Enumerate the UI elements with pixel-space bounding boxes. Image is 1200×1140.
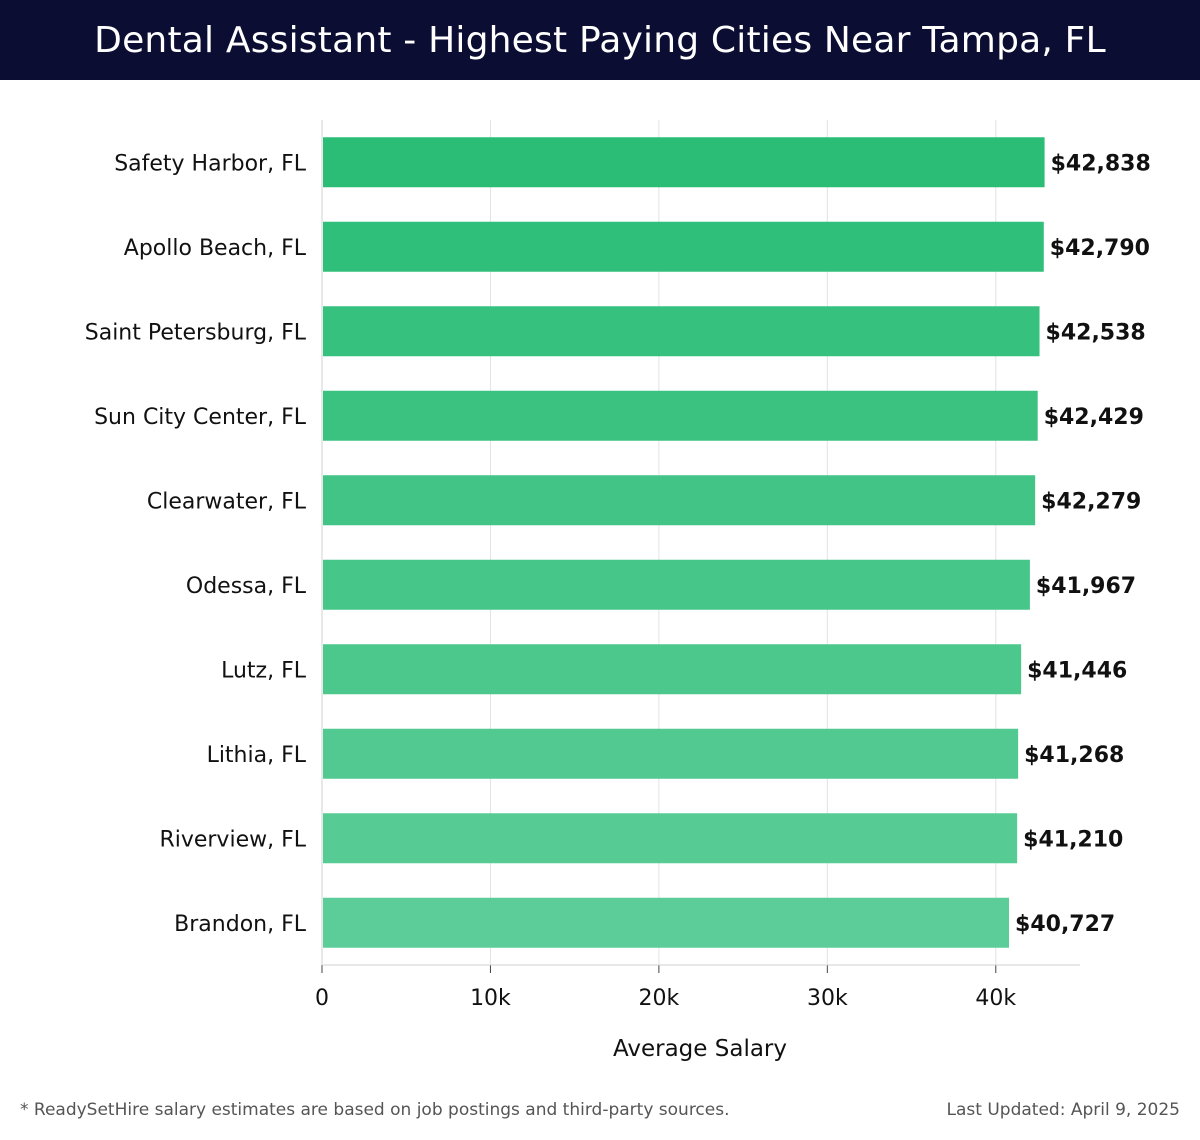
value-label: $42,279 (1041, 489, 1141, 514)
bar (323, 728, 1019, 779)
bar (323, 475, 1036, 526)
x-tick-label: 20k (639, 986, 680, 1011)
bar (323, 306, 1040, 357)
bar-chart: 0 10k 20k 30k 40k Safety Harbor, FL $42,838 Apo… (85, 120, 1151, 1062)
x-tick-label: 30k (807, 986, 848, 1011)
category-label: Safety Harbor, FL (114, 151, 307, 176)
bar (323, 813, 1018, 864)
bar (323, 137, 1045, 188)
x-tick-label: 40k (975, 986, 1016, 1011)
bar (323, 559, 1030, 610)
x-axis-title: Average Salary (613, 1036, 787, 1062)
value-label: $42,838 (1051, 151, 1151, 176)
category-label: Brandon, FL (174, 912, 307, 937)
category-label: Riverview, FL (159, 827, 306, 852)
category-label: Clearwater, FL (147, 489, 307, 514)
category-label: Sun City Center, FL (94, 405, 307, 430)
value-label: $41,268 (1024, 743, 1124, 768)
value-label: $42,538 (1046, 320, 1146, 345)
value-label: $41,210 (1023, 827, 1123, 852)
last-updated: Last Updated: April 9, 2025 (946, 1100, 1180, 1120)
bar (323, 221, 1044, 272)
category-label: Apollo Beach, FL (124, 236, 307, 261)
value-label: $42,429 (1044, 405, 1144, 430)
bar (323, 897, 1010, 948)
x-tick-label: 0 (315, 986, 329, 1011)
bar (323, 644, 1022, 695)
value-label: $42,790 (1050, 236, 1150, 261)
category-label: Odessa, FL (186, 574, 307, 599)
value-label: $41,967 (1036, 574, 1136, 599)
value-label: $40,727 (1015, 912, 1115, 937)
footer-note: * ReadySetHire salary estimates are base… (20, 1100, 730, 1120)
category-label: Saint Petersburg, FL (85, 320, 307, 345)
bar (323, 390, 1038, 441)
x-tick-label: 10k (470, 986, 511, 1011)
chart-title: Dental Assistant - Highest Paying Cities… (0, 0, 1200, 80)
axes: 0 10k 20k 30k 40k Safety Harbor, FL $42,838 Apo… (85, 120, 1151, 1011)
category-label: Lithia, FL (207, 743, 307, 768)
bars (323, 137, 1045, 948)
category-label: Lutz, FL (221, 658, 307, 683)
value-label: $41,446 (1027, 658, 1127, 683)
